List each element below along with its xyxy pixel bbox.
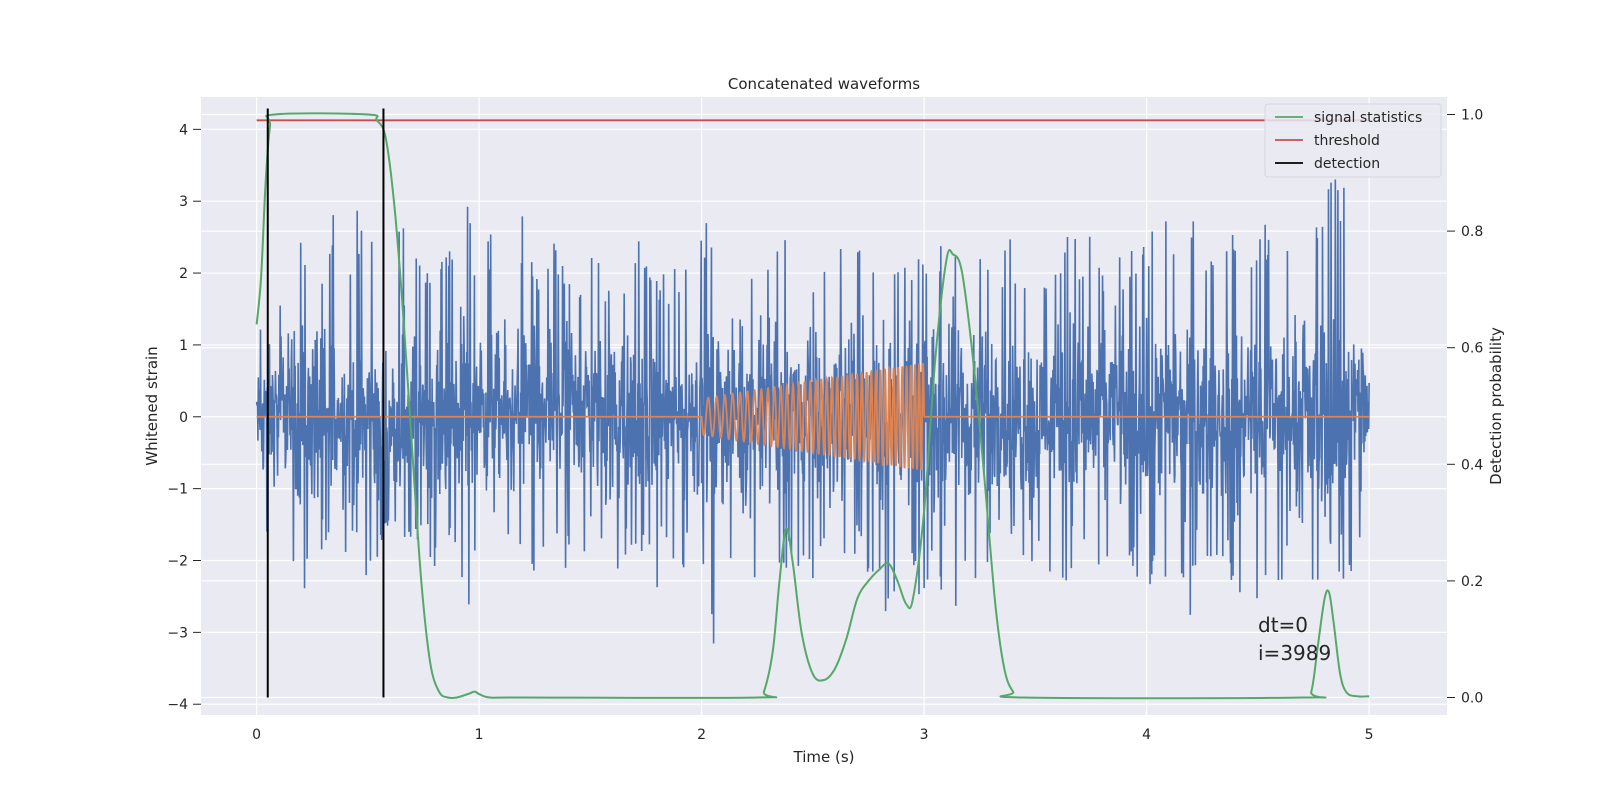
y2-tick-label: 0.6 (1461, 341, 1483, 357)
signal-statistics-line (255, 112, 1370, 700)
legend-box (1264, 103, 1442, 178)
x-tick-label: 4 (1142, 727, 1151, 743)
ticks-layer: 0 1 2 3 4 5 −4 −3 −2 −1 0 1 2 3 4 0.0 0.2 0.4 0.6 0.8 1.0 (167, 107, 1483, 743)
y2-tick-label: 0.4 (1461, 457, 1483, 473)
x-axis-title: Time (s) (793, 748, 855, 766)
annotation-dt: dt=0 (1258, 613, 1308, 637)
y-tick-label: 1 (179, 338, 188, 354)
y-tick-label: 2 (179, 266, 188, 282)
y-tick-label: 3 (179, 194, 188, 210)
x-tick-label: 0 (252, 727, 261, 743)
annotation-i: i=3989 (1258, 641, 1331, 665)
y2-tick-label: 0.0 (1461, 691, 1483, 707)
x-tick-label: 3 (920, 727, 929, 743)
y-tick-label: 4 (179, 122, 188, 138)
y-tick-label: −2 (167, 554, 188, 570)
legend-label-detection: detection (1314, 156, 1380, 172)
y-axis-title: Whitened strain (143, 346, 161, 465)
y2-tick-label: 1.0 (1461, 107, 1483, 123)
strain-series-line (255, 179, 1370, 644)
template-series-line (256, 362, 1370, 471)
y2-axis-title: Detection probability (1487, 327, 1505, 485)
legend: signal statistics threshold detection (1264, 103, 1442, 178)
x-tick-label: 1 (475, 727, 484, 743)
chart-title: Concatenated waveforms (728, 75, 920, 93)
x-tick-label: 2 (697, 727, 706, 743)
series-layer (255, 108, 1370, 700)
legend-label-threshold: threshold (1314, 133, 1380, 149)
y-tick-label: 0 (179, 410, 188, 426)
y2-tick-label: 0.2 (1461, 574, 1483, 590)
y-tick-label: −4 (167, 697, 188, 713)
y2-tick-label: 0.8 (1461, 224, 1483, 240)
legend-label-signal-statistics: signal statistics (1314, 110, 1422, 126)
x-tick-label: 5 (1365, 727, 1374, 743)
y-tick-label: −1 (167, 482, 188, 498)
y-tick-label: −3 (167, 625, 188, 641)
